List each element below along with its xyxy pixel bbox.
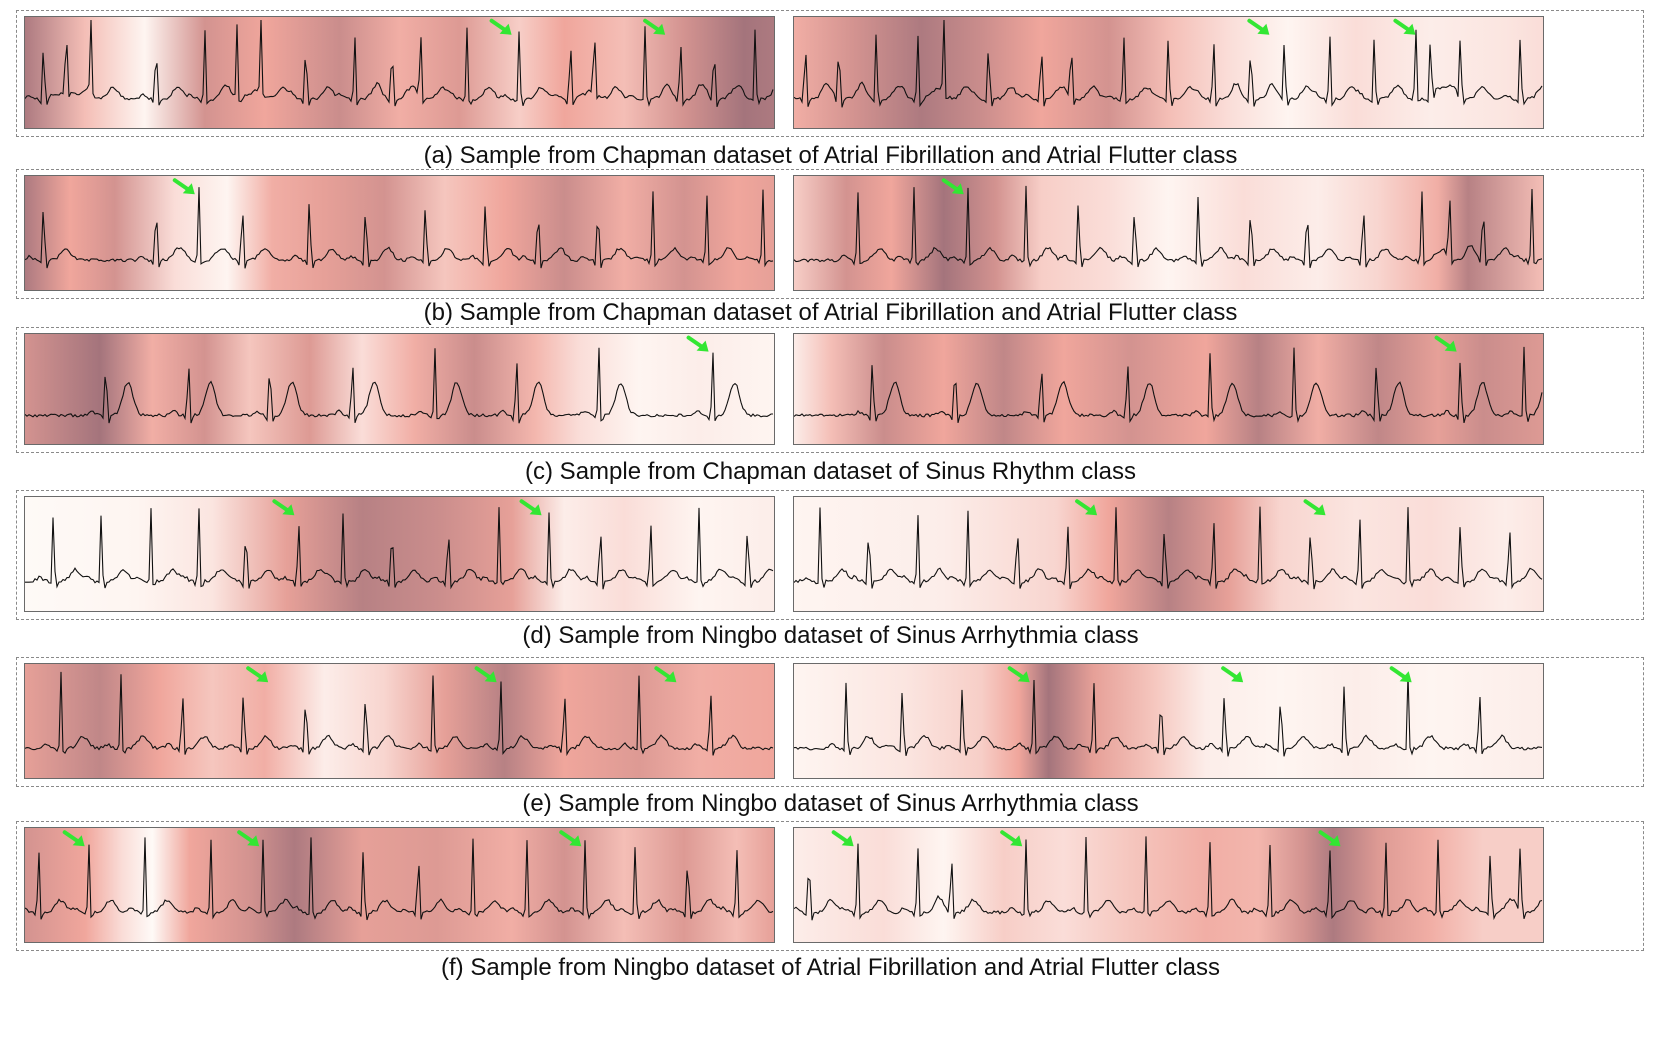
highlight-arrow-icon [941, 178, 964, 195]
highlight-arrow-icon [237, 830, 260, 847]
ecg-heatmap-plot [25, 497, 774, 611]
ecg-heatmap-plot [794, 497, 1543, 611]
ecg-panel-right [793, 333, 1544, 445]
ecg-heatmap-plot [25, 334, 774, 444]
ecg-panel-right [793, 496, 1544, 612]
ecg-heatmap-plot [794, 664, 1543, 778]
attention-heatmap [25, 17, 774, 128]
attention-heatmap [25, 176, 774, 290]
highlight-arrow-icon [1318, 830, 1341, 847]
ecg-trace [794, 19, 1543, 108]
sample-row [16, 169, 1644, 299]
highlight-arrow-icon [654, 666, 677, 683]
ecg-trace [794, 346, 1543, 424]
ecg-heatmap-plot [794, 334, 1543, 444]
ecg-panel-left [24, 827, 775, 943]
ecg-panel-left [24, 663, 775, 779]
ecg-trace [25, 19, 774, 107]
highlight-arrow-icon [1000, 830, 1023, 847]
attention-heatmap [794, 334, 1543, 444]
attention-heatmap [794, 176, 1543, 290]
ecg-heatmap-plot [794, 176, 1543, 290]
highlight-arrow-icon [1247, 18, 1270, 35]
attention-heatmap [794, 497, 1543, 611]
row-caption: (f) Sample from Ningbo dataset of Atrial… [441, 954, 1220, 981]
sample-row [16, 657, 1644, 787]
ecg-heatmap-plot [25, 17, 774, 128]
highlight-arrow-icon [1434, 335, 1457, 352]
ecg-panel-right [793, 827, 1544, 943]
ecg-trace [25, 187, 774, 269]
row-caption: (b) Sample from Chapman dataset of Atria… [423, 299, 1238, 326]
ecg-panel-right [793, 16, 1544, 129]
attention-heatmap [25, 664, 774, 778]
attention-heatmap [25, 497, 774, 611]
sample-row [16, 327, 1644, 453]
highlight-arrow-icon [643, 18, 666, 35]
ecg-heatmap-plot [25, 176, 774, 290]
attention-heatmap [25, 828, 774, 942]
ecg-heatmap-plot [794, 828, 1543, 942]
highlight-arrow-icon [686, 335, 709, 352]
highlight-arrow-icon [474, 666, 497, 683]
row-caption: (e) Sample from Ningbo dataset of Sinus … [522, 790, 1139, 817]
highlight-arrow-icon [246, 666, 269, 683]
row-caption: (c) Sample from Chapman dataset of Sinus… [525, 458, 1136, 485]
ecg-panel-right [793, 663, 1544, 779]
ecg-trace [25, 347, 773, 424]
row-caption: (a) Sample from Chapman dataset of Atria… [423, 142, 1238, 169]
ecg-heatmap-plot [794, 17, 1543, 128]
highlight-arrow-icon [1389, 666, 1412, 683]
ecg-heatmap-plot [25, 828, 774, 942]
ecg-trace [25, 671, 774, 757]
sample-row [16, 10, 1644, 137]
highlight-arrow-icon [1393, 18, 1416, 35]
ecg-panel-left [24, 175, 775, 291]
attention-heatmap [794, 17, 1543, 128]
ecg-trace [794, 185, 1543, 269]
highlight-arrow-icon [831, 830, 854, 847]
highlight-arrow-icon [519, 499, 542, 516]
ecg-heatmap-plot [25, 664, 774, 778]
attention-heatmap [794, 664, 1543, 778]
highlight-arrow-icon [559, 830, 582, 847]
highlight-arrow-icon [62, 830, 85, 847]
highlight-arrow-icon [1007, 666, 1030, 683]
highlight-arrow-icon [1221, 666, 1244, 683]
ecg-trace [25, 837, 774, 921]
ecg-trace [794, 506, 1543, 590]
ecg-panel-left [24, 16, 775, 129]
row-caption: (d) Sample from Ningbo dataset of Sinus … [522, 622, 1139, 649]
ecg-panel-left [24, 333, 775, 445]
highlight-arrow-icon [1303, 499, 1326, 516]
highlight-arrow-icon [272, 499, 295, 516]
sample-row [16, 490, 1644, 620]
sample-row [16, 821, 1644, 951]
ecg-trace [25, 507, 774, 590]
attention-heatmap [25, 334, 774, 444]
attention-heatmap [794, 828, 1543, 942]
highlight-arrow-icon [489, 18, 512, 35]
ecg-trace [794, 673, 1543, 757]
ecg-trace [794, 836, 1543, 921]
highlight-arrow-icon [172, 178, 195, 195]
ecg-panel-left [24, 496, 775, 612]
ecg-panel-right [793, 175, 1544, 291]
highlight-arrow-icon [1075, 499, 1098, 516]
